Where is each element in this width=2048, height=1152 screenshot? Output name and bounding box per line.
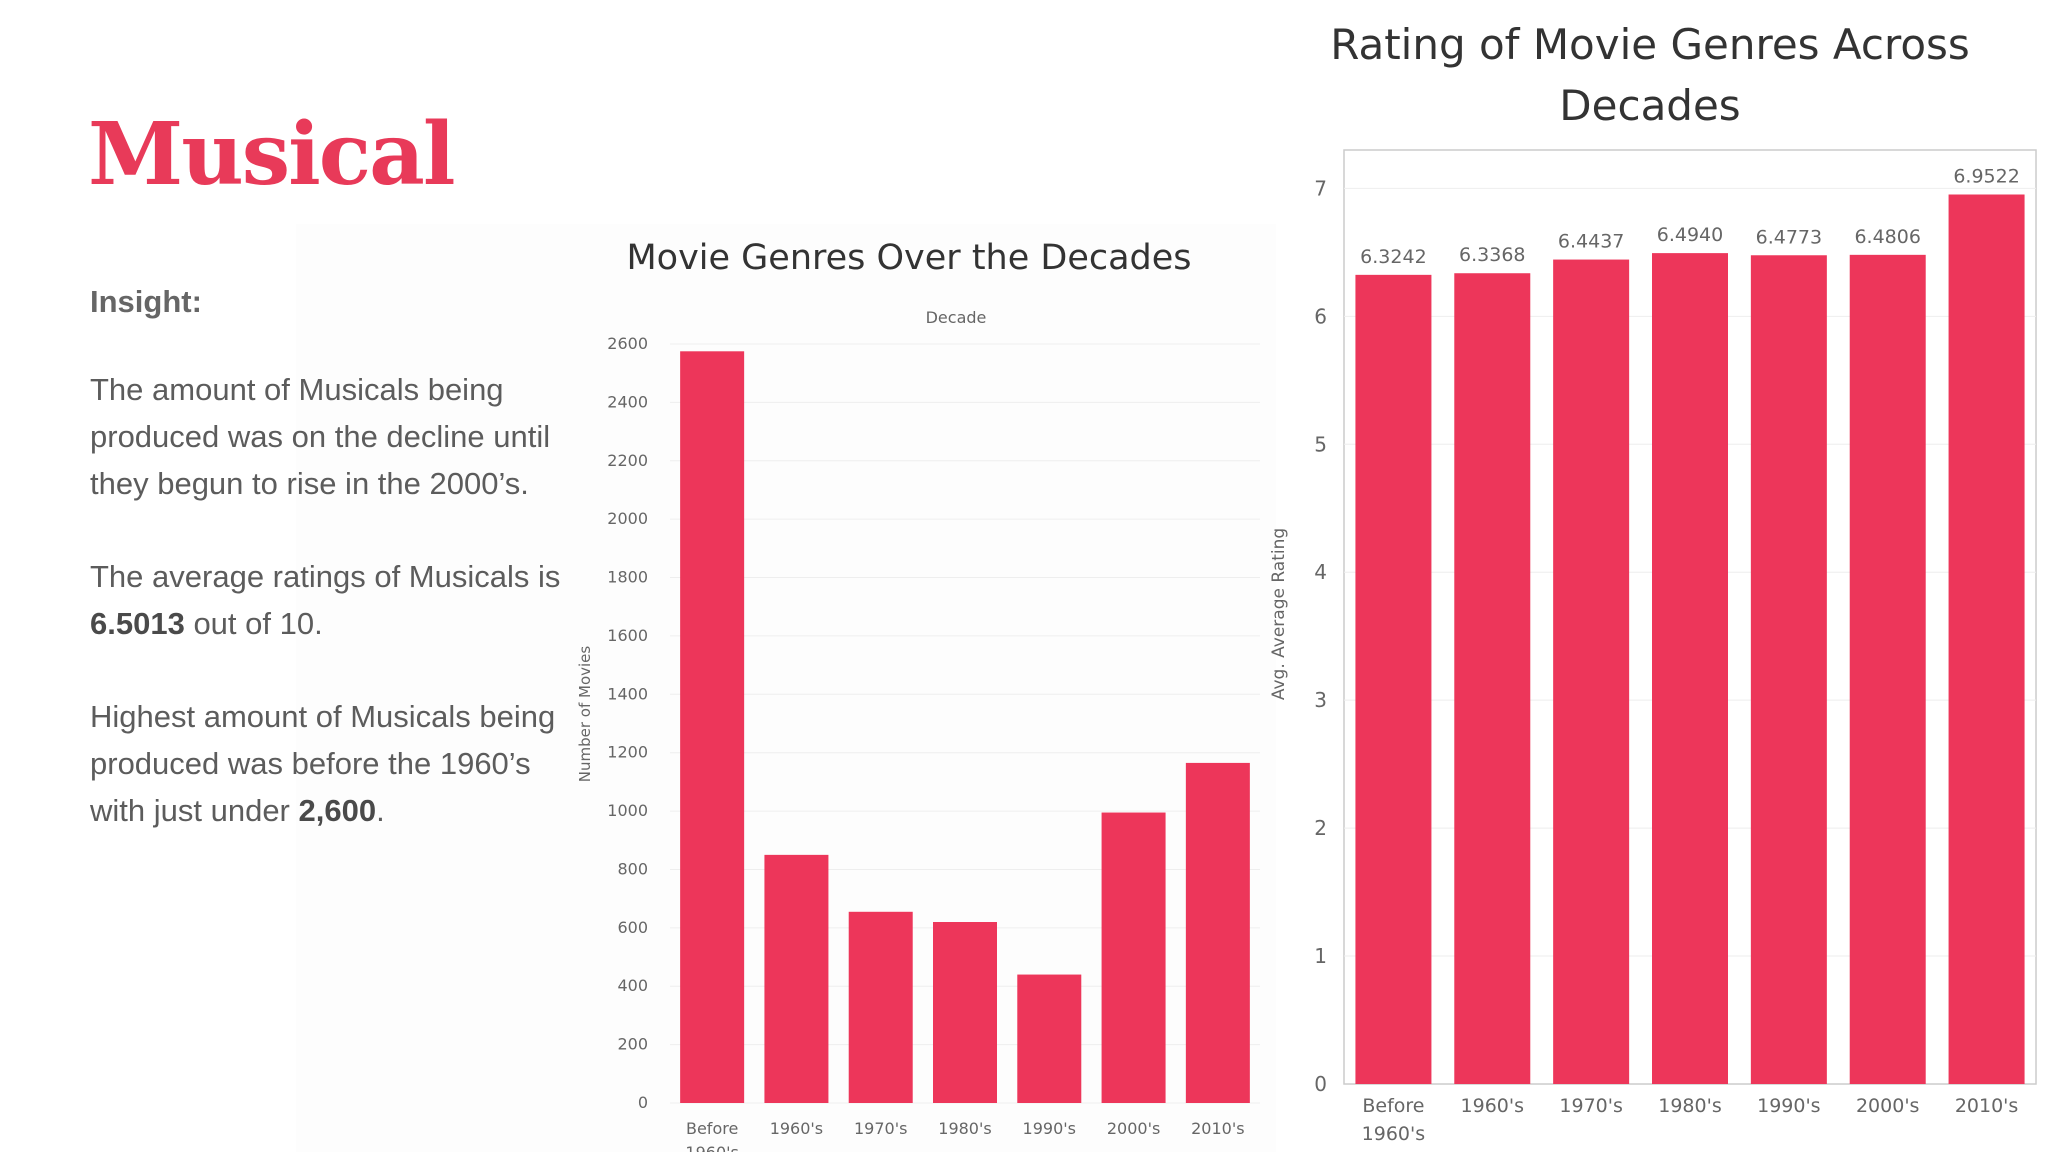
data-label: 6.3368 xyxy=(1459,244,1525,266)
insight-paragraph: The amount of Musicals being produced wa… xyxy=(90,366,590,507)
bar xyxy=(680,351,745,1103)
y-tick-label: 2200 xyxy=(607,451,648,470)
y-tick-label: 200 xyxy=(617,1035,648,1054)
y-tick-label: 600 xyxy=(617,918,648,937)
x-tick-label: Before xyxy=(686,1119,738,1138)
chart2-title: Rating of Movie Genres Across Decades xyxy=(1330,20,1970,130)
insight-text: The amount of Musicals being produced wa… xyxy=(90,372,551,501)
bar xyxy=(1355,274,1432,1084)
y-tick-label: 1800 xyxy=(607,568,648,587)
x-tick-label: 2010's xyxy=(1955,1095,2018,1117)
x-tick-label: 1960's xyxy=(685,1143,738,1152)
y-tick-label: 1 xyxy=(1314,944,1327,968)
y-tick-label: 0 xyxy=(638,1093,648,1112)
x-tick-label: 1960's xyxy=(770,1119,823,1138)
data-label: 6.3242 xyxy=(1360,246,1426,268)
bar xyxy=(1454,273,1531,1084)
x-tick-label: 1990's xyxy=(1757,1095,1820,1117)
y-tick-label: 1000 xyxy=(607,801,648,820)
y-tick-label: 0 xyxy=(1314,1072,1327,1096)
y-tick-label: 7 xyxy=(1314,176,1327,200)
insight-highlight: 2,600 xyxy=(298,793,377,828)
y-tick-label: 1200 xyxy=(607,743,648,762)
bar xyxy=(1652,253,1728,1084)
insight-text: The average ratings of Musicals is xyxy=(90,559,561,594)
insight-text: Highest amount of Musicals being produce… xyxy=(90,699,556,828)
data-label: 6.4940 xyxy=(1657,224,1723,246)
y-tick-label: 400 xyxy=(617,976,648,995)
insight-paragraph: Highest amount of Musicals being produce… xyxy=(90,693,590,834)
x-tick-label: 2000's xyxy=(1107,1119,1160,1138)
insight-text: . xyxy=(376,793,385,828)
insight-paragraph: The average ratings of Musicals is 6.501… xyxy=(90,553,590,647)
bar xyxy=(1101,812,1166,1103)
genre-count-chart: Decade 0 200 400 600 800 1000 1200 1400 1600 1800 2… xyxy=(576,308,1260,1152)
bar xyxy=(848,911,913,1103)
y-tick-label: 2600 xyxy=(607,334,648,353)
data-label: 6.4773 xyxy=(1756,226,1822,248)
bar xyxy=(1849,254,1926,1084)
insight-text: out of 10. xyxy=(184,606,323,641)
x-tick-label: 2010's xyxy=(1191,1119,1244,1138)
x-tick-label: 1990's xyxy=(1023,1119,1076,1138)
bar xyxy=(1185,762,1250,1103)
y-tick-label: 2 xyxy=(1314,816,1327,840)
bar xyxy=(933,922,997,1103)
y-tick-label: 6 xyxy=(1314,304,1327,328)
insight-highlight: 6.5013 xyxy=(90,606,185,641)
bar xyxy=(1553,259,1630,1085)
chart1-top-label: Decade xyxy=(926,308,987,327)
x-tick-label: Before xyxy=(1362,1095,1424,1117)
y-tick-label: 4 xyxy=(1314,560,1327,584)
x-tick-label: 1980's xyxy=(938,1119,991,1138)
data-label: 6.9522 xyxy=(1953,165,2019,187)
bar xyxy=(764,854,829,1103)
bar xyxy=(1948,194,2025,1085)
data-label: 6.4437 xyxy=(1558,231,1624,253)
y-tick-label: 800 xyxy=(617,859,648,878)
x-tick-label: 1970's xyxy=(854,1119,907,1138)
y-tick-label: 1400 xyxy=(607,684,648,703)
bar xyxy=(1017,974,1082,1103)
x-tick-label: 2000's xyxy=(1856,1095,1919,1117)
insight-body: The amount of Musicals being produced wa… xyxy=(90,366,590,834)
x-tick-label: 1960's xyxy=(1461,1095,1524,1117)
y-axis-label: Number of Movies xyxy=(576,646,594,783)
slide-title: Musical xyxy=(88,104,456,205)
y-tick-label: 2000 xyxy=(607,509,648,528)
data-label: 6.4806 xyxy=(1854,226,1920,248)
y-tick-label: 1600 xyxy=(607,626,648,645)
y-tick-label: 3 xyxy=(1314,688,1327,712)
y-tick-label: 5 xyxy=(1314,432,1327,456)
insight-heading: Insight: xyxy=(90,284,202,319)
rating-chart: 0 1 2 3 4 5 6 7 Avg. Average Rating 6.3242 Before 1… xyxy=(1269,149,2037,1145)
x-tick-label: 1960's xyxy=(1362,1123,1425,1145)
chart1-title: Movie Genres Over the Decades xyxy=(626,238,1192,278)
bar xyxy=(1750,255,1827,1085)
y-tick-label: 2400 xyxy=(607,392,648,411)
x-tick-label: 1980's xyxy=(1658,1095,1721,1117)
x-tick-label: 1970's xyxy=(1559,1095,1622,1117)
y-axis-label: Avg. Average Rating xyxy=(1269,528,1289,700)
insight-section: Insight: The amount of Musicals being pr… xyxy=(90,284,590,880)
